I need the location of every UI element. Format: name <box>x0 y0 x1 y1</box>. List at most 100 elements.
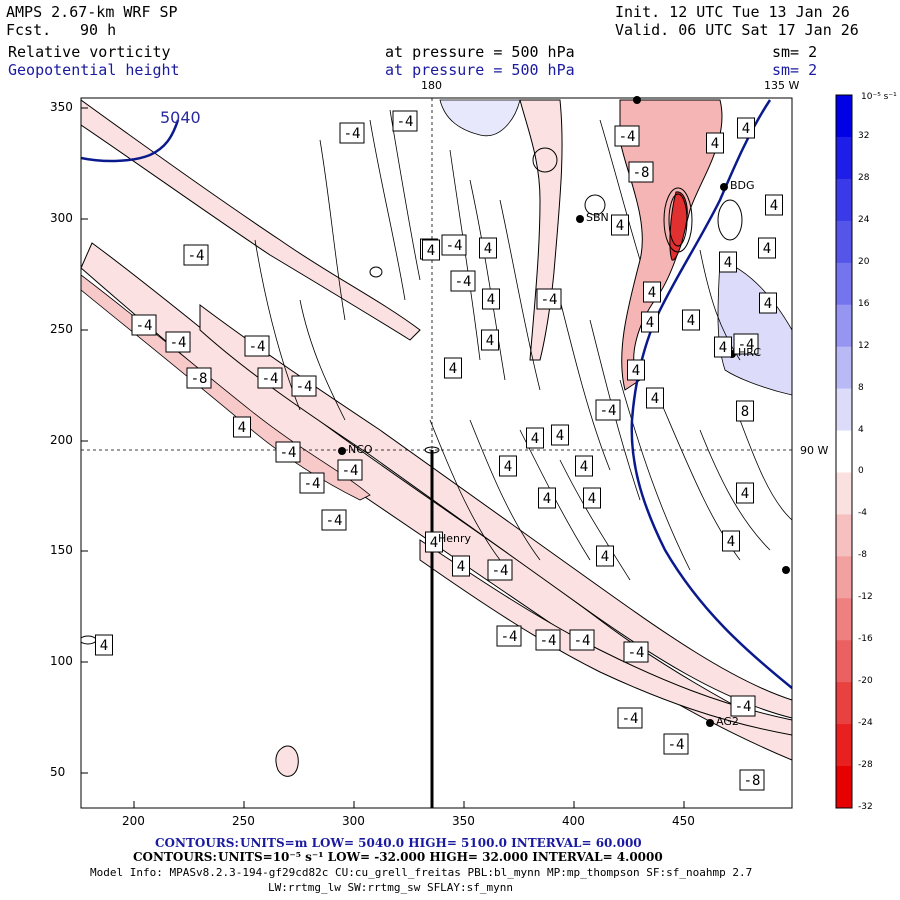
pole-marker <box>424 446 440 454</box>
contour-label-text: 4 <box>504 459 512 475</box>
contour-label: -4 <box>183 244 209 266</box>
field1-smooth: sm= 2 <box>772 43 818 61</box>
contour-label-text: -4 <box>738 337 755 353</box>
contour-label-text: 4 <box>711 136 719 152</box>
colorbar-label: -4 <box>858 508 867 519</box>
height-contour-label: 5040 <box>160 108 201 127</box>
footer-model-info-2: LW:rrtmg_lw SW:rrtmg_sw SFLAY:sf_mynn <box>268 881 514 894</box>
contour-label: -4 <box>487 559 513 581</box>
contour-label-text: 4 <box>427 243 435 259</box>
station-label-nco: NCO <box>348 443 373 456</box>
contour-label-text: 4 <box>646 315 654 331</box>
field2-name: Geopotential height <box>8 61 180 79</box>
contour-label: -4 <box>441 234 467 256</box>
contour-label: -4 <box>536 288 562 310</box>
contour-label: -4 <box>569 629 595 651</box>
colorbar-label: 4 <box>858 424 864 435</box>
contour-label-text: 4 <box>486 333 494 349</box>
contour-label-text: 4 <box>457 559 465 575</box>
contour-label: 4 <box>482 288 500 310</box>
contour-label-text: 4 <box>601 549 609 565</box>
contour-label-text: -4 <box>446 238 463 254</box>
contour-label-text: -4 <box>188 248 205 264</box>
forecast-label: Fcst. <box>6 21 52 39</box>
contour-label-text: -4 <box>619 129 636 145</box>
contour-label: -4 <box>291 375 317 397</box>
height-contour-5040 <box>81 119 180 163</box>
footer-contours-1: UNITS=m LOW= 5040.0 HIGH= 5100.0 INTERVA… <box>240 836 642 850</box>
lon-label-135w: 135 W <box>764 79 800 92</box>
colorbar-swatch <box>836 346 852 390</box>
colorbar-frame <box>835 94 853 809</box>
field2-level: at pressure = 500 hPa <box>385 61 575 79</box>
contour-label: 4 <box>95 634 113 656</box>
colorbar-label: 32 <box>858 130 870 141</box>
contour-label: -4 <box>299 472 325 494</box>
colorbar-swatch <box>836 640 852 683</box>
contour-label-text: 4 <box>449 361 457 377</box>
contour-label-text: -4 <box>262 371 279 387</box>
contour-label-text: 4 <box>580 459 588 475</box>
contour-label: -4 <box>663 733 689 755</box>
contour-label: -4 <box>244 335 270 357</box>
contour-label: -4 <box>614 125 640 147</box>
colorbar-label: -16 <box>858 634 873 645</box>
forecast-value: 90 h <box>80 21 117 39</box>
contour-label-text: 4 <box>724 255 732 271</box>
contour-label-text: 4 <box>764 296 772 312</box>
station-dot-ag2 <box>706 719 714 727</box>
contour-label-text: 4 <box>531 431 539 447</box>
contour-label: 4 <box>596 545 614 567</box>
colorbar-label: 28 <box>858 172 870 183</box>
x-tick-label: 400 <box>562 814 585 828</box>
field1-name: Relative vorticity <box>8 43 171 61</box>
contour-label-text: -8 <box>633 165 650 181</box>
station-dot-bdg <box>720 183 728 191</box>
contour-label: -4 <box>623 641 649 663</box>
contour-label: 4 <box>499 455 517 477</box>
contour-label: 4 <box>641 311 659 333</box>
contour-label-text: -4 <box>600 403 617 419</box>
station-label-ag2: AG2 <box>716 715 739 728</box>
x-tick-label: 300 <box>342 814 365 828</box>
contour-label-text: -4 <box>326 513 343 529</box>
colorbar-swatch <box>836 430 852 473</box>
colorbar-label: -8 <box>858 550 867 561</box>
colorbar-swatch <box>836 95 852 138</box>
colorbar-label: 8 <box>858 382 864 393</box>
map-field <box>81 98 792 808</box>
contour-label: -4 <box>321 509 347 531</box>
contour-label-text: -4 <box>541 292 558 308</box>
contour-label-text: -4 <box>304 476 321 492</box>
contour-label-text: -4 <box>574 633 591 649</box>
station-dot <box>782 566 790 574</box>
contour-label: 4 <box>479 237 497 259</box>
footer-contours-label-2: CONTOURS: <box>133 850 217 864</box>
pos-region-top <box>439 99 521 137</box>
footer-model-info: Model Info: MPASv8.2.3-194-gf29cd82c CU:… <box>90 866 753 879</box>
contour-label-text: -4 <box>344 126 361 142</box>
contour-label: -4 <box>257 367 283 389</box>
contour-label: 4 <box>736 482 754 504</box>
contour-label: 4 <box>714 336 732 358</box>
colorbar-label: -20 <box>858 676 873 687</box>
station-label-bdg: BDG <box>730 179 755 192</box>
y-tick-label: 150 <box>50 543 73 557</box>
contour-label: -8 <box>628 161 654 183</box>
contour-label: 4 <box>233 416 251 438</box>
x-tick-label: 450 <box>672 814 695 828</box>
station-label-henry: Henry <box>438 532 472 545</box>
contour-label-text: 4 <box>100 638 108 654</box>
colorbar-label: -32 <box>858 802 873 812</box>
contour-label-text: 4 <box>651 391 659 407</box>
colorbar-label: -24 <box>858 718 873 729</box>
station-dot <box>633 96 641 104</box>
contour-label-text: -4 <box>280 445 297 461</box>
contour-label: -8 <box>739 769 765 791</box>
contour-label: -4 <box>730 695 756 717</box>
contour-label: 4 <box>538 487 556 509</box>
contour-label: 4 <box>551 424 569 446</box>
pos-region-right <box>717 259 792 396</box>
neg-mid <box>519 99 563 361</box>
colorbar-swatch <box>836 766 852 809</box>
